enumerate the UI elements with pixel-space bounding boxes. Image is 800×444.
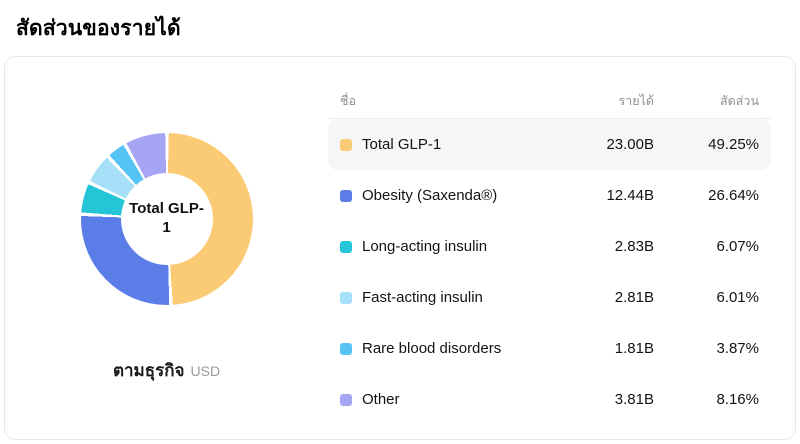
legend-swatch [340, 138, 352, 151]
header-revenue: รายได้ [618, 94, 654, 108]
table-row[interactable]: Obesity (Saxenda®) 12.44B 26.64% [328, 170, 771, 221]
donut-center-label: Total GLP-1 [129, 200, 204, 236]
table-row[interactable]: Fast-acting insulin 2.81B 6.01% [328, 272, 771, 323]
row-share: 6.01% [716, 289, 759, 306]
legend-swatch [340, 342, 352, 355]
row-name: Rare blood disorders [362, 340, 502, 357]
chart-caption-text: ตามธุรกิจ [112, 361, 185, 380]
donut-chart[interactable]: Total GLP-1 [80, 133, 253, 305]
row-share: 8.16% [716, 391, 759, 408]
row-revenue: 23.00B [606, 136, 654, 153]
revenue-breakdown-card: Total GLP-1 ตามธุรกิจ USD ชื่อ รายได้ สัด… [4, 56, 796, 440]
row-share: 26.64% [708, 187, 759, 204]
row-name: Long-acting insulin [362, 238, 488, 255]
header-name: ชื่อ [340, 94, 356, 108]
row-name: Total GLP-1 [362, 136, 442, 153]
row-share: 3.87% [716, 340, 759, 357]
row-share: 49.25% [708, 136, 759, 153]
row-revenue: 2.81B [614, 289, 654, 306]
table-row[interactable]: Other 3.81B 8.16% [328, 374, 771, 425]
legend-table: ชื่อ รายได้ สัดส่วน Total GLP-1 23.00B 4… [328, 57, 795, 439]
chart-caption: ตามธุรกิจ USD [113, 357, 220, 384]
page-title: สัดส่วนของรายได้ [16, 17, 181, 40]
table-row[interactable]: Total GLP-1 23.00B 49.25% [328, 119, 771, 170]
legend-swatch [340, 393, 352, 406]
table-row[interactable]: Rare blood disorders 1.81B 3.87% [328, 323, 771, 374]
row-share: 6.07% [716, 238, 759, 255]
donut-hole [120, 173, 213, 265]
legend-swatch [340, 291, 352, 304]
row-name: Obesity (Saxenda®) [362, 187, 498, 204]
row-revenue: 3.81B [614, 391, 654, 408]
row-name: Other [362, 391, 400, 408]
chart-caption-unit: USD [190, 363, 221, 379]
donut-chart-section: Total GLP-1 ตามธุรกิจ USD [5, 57, 328, 439]
legend-swatch [340, 189, 352, 202]
row-revenue: 12.44B [606, 187, 654, 204]
table-row[interactable]: Long-acting insulin 2.83B 6.07% [328, 221, 771, 272]
legend-swatch [340, 240, 352, 253]
row-revenue: 1.81B [614, 340, 654, 357]
header-share: สัดส่วน [720, 94, 759, 108]
table-header-row: ชื่อ รายได้ สัดส่วน [328, 83, 771, 119]
row-name: Fast-acting insulin [362, 289, 483, 306]
row-revenue: 2.83B [614, 238, 654, 255]
